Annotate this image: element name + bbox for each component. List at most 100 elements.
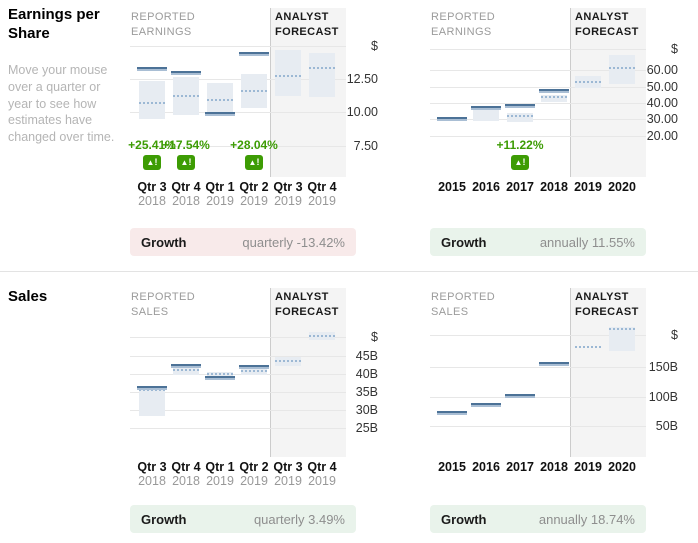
x-axis-label-qtr-2-2019[interactable]: Qtr 2 2019 bbox=[236, 180, 272, 208]
reported-value-line bbox=[437, 410, 467, 415]
column-hover-2018[interactable] bbox=[537, 322, 571, 457]
year-label: 2019 bbox=[308, 194, 336, 208]
period-label: Qtr 4 bbox=[307, 180, 337, 194]
grid-line bbox=[430, 135, 646, 137]
reported-value-line bbox=[239, 365, 269, 369]
x-axis-label-2019[interactable]: 2019 bbox=[570, 460, 606, 474]
reported-value-line bbox=[437, 116, 467, 121]
estimate-range-box bbox=[541, 94, 567, 103]
x-axis-label-2015[interactable]: 2015 bbox=[434, 460, 470, 474]
grid-line bbox=[430, 119, 646, 121]
column-hover-2018[interactable] bbox=[537, 42, 571, 177]
column-hover-qtr-1-2019[interactable] bbox=[203, 322, 237, 457]
forecast-divider-line bbox=[570, 8, 571, 177]
analyst-forecast-label: ANALYST FORECAST bbox=[275, 11, 339, 39]
x-axis-label-qtr-4-2019[interactable]: Qtr 4 2019 bbox=[304, 180, 340, 208]
column-hover-qtr-2-2019[interactable] bbox=[237, 322, 271, 457]
column-hover-qtr-3-2018[interactable] bbox=[135, 322, 169, 457]
y-tick-label: 20.00 bbox=[646, 128, 678, 143]
y-tick-label: 40B bbox=[355, 367, 378, 382]
column-hover-2015[interactable] bbox=[435, 322, 469, 457]
estimate-dotted-line bbox=[609, 67, 635, 70]
x-axis-label-qtr-2-2019[interactable]: Qtr 2 2019 bbox=[236, 460, 272, 488]
estimate-range-box bbox=[173, 367, 199, 375]
x-axis-label-2019[interactable]: 2019 bbox=[570, 180, 606, 194]
column-hover-qtr-2-2019[interactable] bbox=[237, 42, 271, 177]
forecast-divider-line bbox=[270, 288, 271, 457]
x-axis-label-qtr-3-2019[interactable]: Qtr 3 2019 bbox=[270, 460, 306, 488]
column-hover-qtr-4-2019[interactable] bbox=[305, 322, 339, 457]
period-label: 2020 bbox=[608, 460, 636, 474]
x-axis-label-2016[interactable]: 2016 bbox=[468, 180, 504, 194]
x-axis-label-qtr-4-2018[interactable]: Qtr 4 2018 bbox=[168, 180, 204, 208]
grid-line bbox=[430, 102, 646, 104]
period-label: 2016 bbox=[472, 180, 500, 194]
column-hover-2019[interactable] bbox=[571, 322, 605, 457]
grid-line bbox=[430, 367, 646, 369]
x-axis-label-qtr-4-2018[interactable]: Qtr 4 2018 bbox=[168, 460, 204, 488]
x-axis-label-2018[interactable]: 2018 bbox=[536, 460, 572, 474]
column-hover-qtr-3-2019[interactable] bbox=[271, 42, 305, 177]
x-axis-label-qtr-3-2019[interactable]: Qtr 3 2019 bbox=[270, 180, 306, 208]
y-tick-label: 12.50 bbox=[346, 71, 378, 86]
reported-value-line bbox=[505, 104, 535, 109]
eps-quarterly-chart: REPORTED EARNINGS ANALYST FORECAST $12.50 10.… bbox=[128, 8, 378, 218]
x-axis-label-qtr-3-2018[interactable]: Qtr 3 2018 bbox=[134, 460, 170, 488]
y-tick-label: 50.00 bbox=[646, 79, 678, 94]
year-label: 2019 bbox=[274, 194, 302, 208]
x-axis-label-2020[interactable]: 2020 bbox=[604, 180, 640, 194]
x-axis-label-qtr-3-2018[interactable]: Qtr 3 2018 bbox=[134, 180, 170, 208]
period-label: 2018 bbox=[540, 180, 568, 194]
column-hover-2017[interactable] bbox=[503, 322, 537, 457]
column-hover-qtr-4-2018[interactable] bbox=[169, 42, 203, 177]
column-hover-2020[interactable] bbox=[605, 42, 639, 177]
period-label: Qtr 3 bbox=[137, 180, 167, 194]
growth-label: Growth bbox=[441, 234, 487, 250]
grid-line bbox=[430, 48, 646, 50]
estimate-dotted-line bbox=[275, 359, 301, 362]
column-hover-qtr-4-2019[interactable] bbox=[305, 42, 339, 177]
estimate-dotted-line bbox=[173, 368, 199, 371]
analyst-forecast-region bbox=[570, 8, 646, 177]
reported-value-line bbox=[137, 385, 167, 390]
y-tick-label: 150B bbox=[648, 360, 678, 375]
x-axis-label-2018[interactable]: 2018 bbox=[536, 180, 572, 194]
x-axis-label-qtr-1-2019[interactable]: Qtr 1 2019 bbox=[202, 180, 238, 208]
estimate-range-box bbox=[207, 82, 233, 113]
period-label: 2017 bbox=[506, 180, 534, 194]
eps-annual-chart: REPORTED EARNINGS ANALYST FORECAST $60.00 50.… bbox=[430, 8, 678, 218]
estimate-raised-badge: ▲! bbox=[244, 155, 264, 170]
y-tick-label: 40.00 bbox=[646, 95, 678, 110]
reported-value-line bbox=[539, 362, 569, 367]
year-label: 2019 bbox=[308, 474, 336, 488]
column-hover-qtr-4-2018[interactable] bbox=[169, 322, 203, 457]
x-axis-label-2017[interactable]: 2017 bbox=[502, 460, 538, 474]
estimate-range-box bbox=[473, 107, 499, 122]
column-hover-2020[interactable] bbox=[605, 322, 639, 457]
column-hover-2015[interactable] bbox=[435, 42, 469, 177]
estimate-dotted-line bbox=[241, 370, 267, 373]
estimate-dotted-line bbox=[541, 96, 567, 99]
column-hover-2016[interactable] bbox=[469, 322, 503, 457]
reported-value-line bbox=[171, 71, 201, 75]
period-label: Qtr 1 bbox=[205, 460, 235, 474]
currency-unit-label: $ bbox=[671, 41, 678, 56]
grid-line bbox=[130, 336, 346, 338]
column-hover-qtr-3-2019[interactable] bbox=[271, 322, 305, 457]
x-axis-label-2017[interactable]: 2017 bbox=[502, 180, 538, 194]
estimate-raised-badge: ▲! bbox=[142, 155, 162, 170]
estimate-dotted-line bbox=[207, 99, 233, 101]
x-axis-label-qtr-4-2019[interactable]: Qtr 4 2019 bbox=[304, 460, 340, 488]
x-axis-label-2020[interactable]: 2020 bbox=[604, 460, 640, 474]
y-tick-label: 50B bbox=[655, 419, 678, 434]
x-axis-label-2015[interactable]: 2015 bbox=[434, 180, 470, 194]
column-hover-2019[interactable] bbox=[571, 42, 605, 177]
x-axis-label-qtr-1-2019[interactable]: Qtr 1 2019 bbox=[202, 460, 238, 488]
x-axis-label-2016[interactable]: 2016 bbox=[468, 460, 504, 474]
y-tick-label: 7.50 bbox=[353, 138, 378, 153]
growth-value: quarterly -13.42% bbox=[242, 234, 345, 250]
column-hover-2017[interactable] bbox=[503, 42, 537, 177]
sales-annual-chart: REPORTED SALES ANALYST FORECAST $150B 100B 50B… bbox=[430, 288, 678, 498]
growth-value: quarterly 3.49% bbox=[253, 511, 345, 527]
reported-value-line bbox=[471, 402, 501, 407]
